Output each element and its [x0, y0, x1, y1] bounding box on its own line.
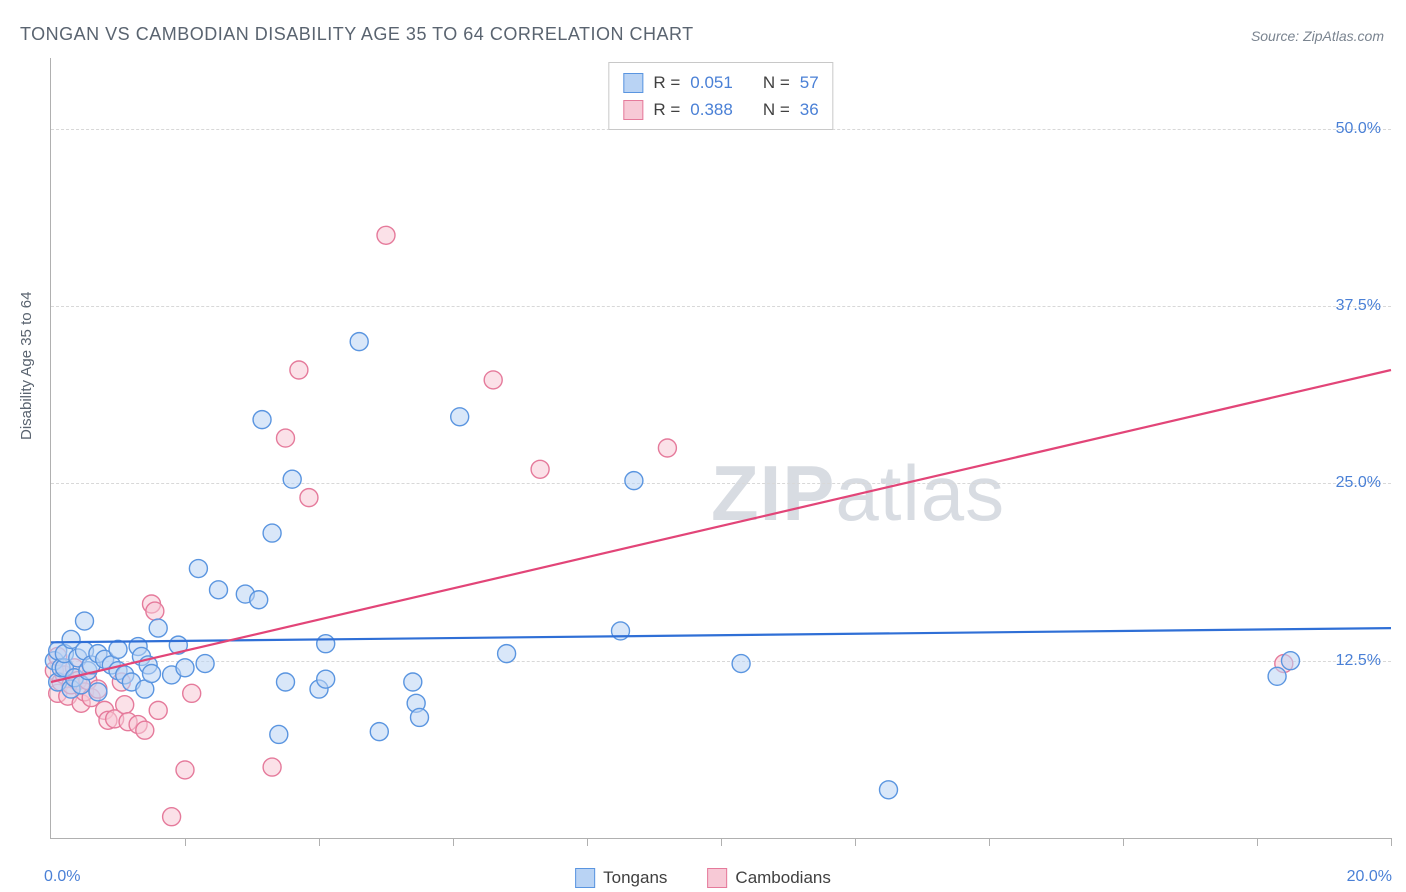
x-tick	[587, 838, 588, 846]
x-tick	[1123, 838, 1124, 846]
swatch-tongans	[575, 868, 595, 888]
scatter-point	[880, 781, 898, 799]
scatter-point	[116, 696, 134, 714]
r-value-cambodians: 0.388	[690, 96, 733, 123]
plot-area: ZIPatlas 12.5% 25.0% 37.5% 50.0% R = 0.0…	[50, 58, 1391, 839]
source-credit: Source: ZipAtlas.com	[1251, 28, 1384, 44]
scatter-point	[370, 723, 388, 741]
x-tick	[1391, 838, 1392, 846]
scatter-point	[196, 655, 214, 673]
scatter-point	[625, 472, 643, 490]
n-value-tongans: 57	[800, 69, 819, 96]
y-axis-label: Disability Age 35 to 64	[18, 292, 35, 440]
n-label: N =	[763, 96, 790, 123]
scatter-point	[253, 411, 271, 429]
scatter-point	[270, 725, 288, 743]
scatter-point	[1268, 667, 1286, 685]
legend-label-cambodians: Cambodians	[735, 868, 830, 888]
swatch-cambodians	[623, 100, 643, 120]
stats-row-cambodians: R = 0.388 N = 36	[623, 96, 818, 123]
scatter-point	[377, 226, 395, 244]
scatter-point	[263, 524, 281, 542]
scatter-point	[109, 640, 127, 658]
scatter-point	[263, 758, 281, 776]
x-tick	[185, 838, 186, 846]
scatter-point	[484, 371, 502, 389]
r-label: R =	[653, 69, 680, 96]
scatter-point	[163, 808, 181, 826]
stats-row-tongans: R = 0.051 N = 57	[623, 69, 818, 96]
scatter-point	[183, 684, 201, 702]
scatter-point	[277, 673, 295, 691]
scatter-point	[277, 429, 295, 447]
scatter-point	[300, 489, 318, 507]
scatter-point	[290, 361, 308, 379]
scatter-point	[189, 560, 207, 578]
scatter-point	[283, 470, 301, 488]
x-start-label: 0.0%	[44, 868, 80, 886]
swatch-cambodians	[707, 868, 727, 888]
n-value-cambodians: 36	[800, 96, 819, 123]
scatter-point	[149, 701, 167, 719]
scatter-point	[76, 612, 94, 630]
scatter-point	[146, 602, 164, 620]
scatter-point	[411, 708, 429, 726]
scatter-point	[89, 683, 107, 701]
scatter-point	[317, 670, 335, 688]
scatter-point	[317, 635, 335, 653]
scatter-point	[176, 761, 194, 779]
scatter-point	[498, 645, 516, 663]
r-label: R =	[653, 96, 680, 123]
stats-legend: R = 0.051 N = 57 R = 0.388 N = 36	[608, 62, 833, 130]
series-legend: Tongans Cambodians	[575, 868, 831, 888]
x-tick	[721, 838, 722, 846]
scatter-point	[350, 333, 368, 351]
x-tick	[1257, 838, 1258, 846]
scatter-point	[658, 439, 676, 457]
scatter-point	[176, 659, 194, 677]
legend-label-tongans: Tongans	[603, 868, 667, 888]
x-tick	[453, 838, 454, 846]
n-label: N =	[763, 69, 790, 96]
legend-item-cambodians: Cambodians	[707, 868, 830, 888]
chart-svg	[51, 58, 1391, 838]
scatter-point	[732, 655, 750, 673]
x-end-label: 20.0%	[1347, 868, 1392, 886]
scatter-point	[451, 408, 469, 426]
x-tick	[855, 838, 856, 846]
scatter-point	[149, 619, 167, 637]
legend-item-tongans: Tongans	[575, 868, 667, 888]
swatch-tongans	[623, 73, 643, 93]
scatter-point	[250, 591, 268, 609]
scatter-point	[404, 673, 422, 691]
scatter-point	[143, 664, 161, 682]
scatter-point	[210, 581, 228, 599]
chart-title: TONGAN VS CAMBODIAN DISABILITY AGE 35 TO…	[20, 24, 694, 45]
x-tick	[989, 838, 990, 846]
x-tick	[319, 838, 320, 846]
scatter-point	[1282, 652, 1300, 670]
r-value-tongans: 0.051	[690, 69, 733, 96]
scatter-point	[136, 721, 154, 739]
scatter-point	[531, 460, 549, 478]
